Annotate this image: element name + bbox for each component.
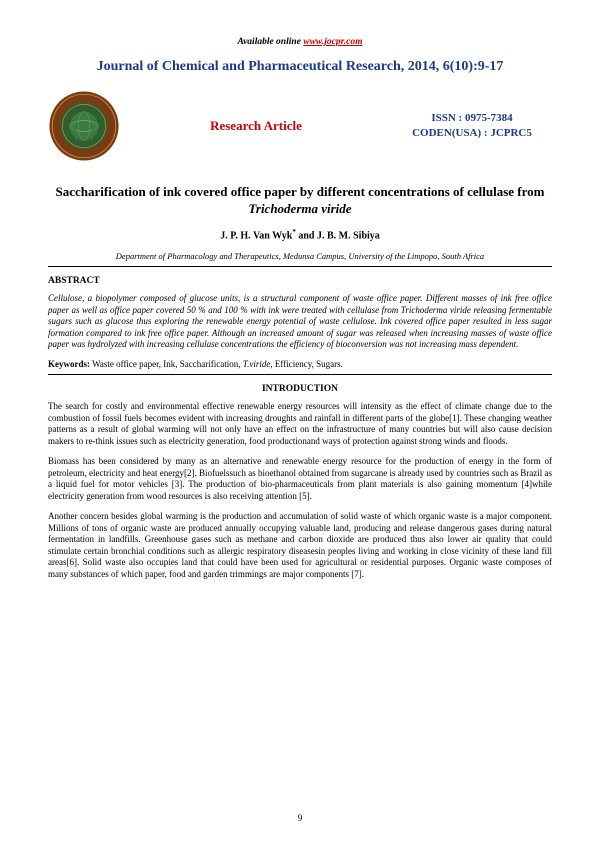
journal-url-link[interactable]: www.jocpr.com (303, 37, 362, 47)
keywords-part1: Waste office paper, Ink, Saccharificatio… (90, 359, 243, 369)
author-2: and J. B. M. Sibiya (296, 230, 380, 241)
keywords-label: Keywords: (48, 359, 90, 369)
keywords-italic: T.viride (243, 359, 271, 369)
logo-svg (48, 90, 120, 162)
coden-line: CODEN(USA) : JCPRC5 (392, 126, 552, 141)
journal-title: Journal of Chemical and Pharmaceutical R… (48, 58, 552, 76)
intro-p3: Another concern besides global warming i… (48, 511, 552, 580)
abstract-heading: ABSTRACT (48, 275, 552, 287)
authors-line: J. P. H. Van Wyk* and J. B. M. Sibiya (48, 228, 552, 243)
paper-title: Saccharification of ink covered office p… (54, 184, 546, 218)
keywords-line: Keywords: Waste office paper, Ink, Sacch… (48, 359, 552, 371)
title-species: Trichoderma viride (248, 201, 351, 216)
divider-top (48, 266, 552, 267)
journal-logo (48, 90, 120, 162)
available-prefix: Available online (237, 37, 303, 47)
abstract-text: Cellulose, a biopolymer composed of gluc… (48, 293, 552, 351)
keywords-part2: , Efficiency, Sugars. (270, 359, 342, 369)
divider-mid (48, 374, 552, 375)
available-online-line: Available online www.jocpr.com (48, 36, 552, 48)
affiliation: Department of Pharmacology and Therapeut… (48, 251, 552, 262)
title-text: Saccharification of ink covered office p… (56, 184, 545, 199)
page-number: 9 (0, 813, 600, 825)
intro-p2: Biomass has been considered by many as a… (48, 456, 552, 502)
issn-block: ISSN : 0975-7384 CODEN(USA) : JCPRC5 (392, 111, 552, 141)
intro-p1: The search for costly and environmental … (48, 401, 552, 447)
intro-heading: INTRODUCTION (48, 383, 552, 395)
header-row: Research Article ISSN : 0975-7384 CODEN(… (48, 90, 552, 162)
issn-line: ISSN : 0975-7384 (392, 111, 552, 126)
author-1: J. P. H. Van Wyk (220, 230, 292, 241)
research-article-label: Research Article (120, 118, 392, 135)
